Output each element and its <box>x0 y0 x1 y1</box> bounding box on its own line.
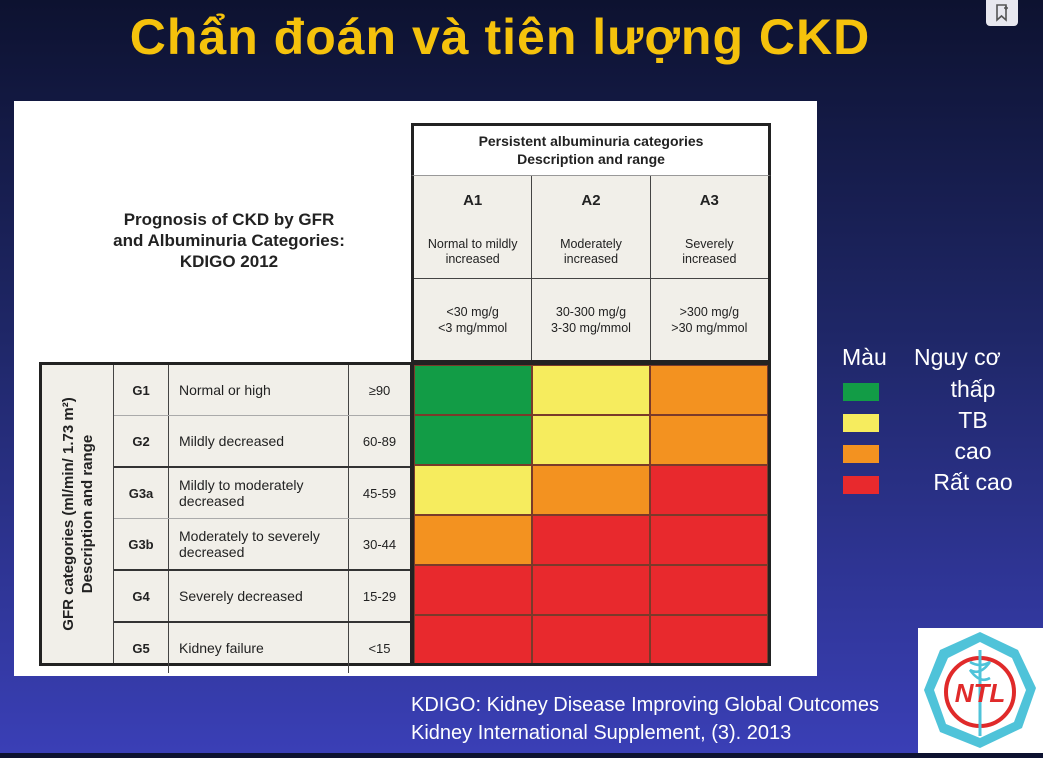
kdigo-figure: Prognosis of CKD by GFR and Albuminuria … <box>14 101 817 676</box>
gfr-desc: Kidney failure <box>169 623 349 673</box>
albuminuria-header: Persistent albuminuria categories Descri… <box>411 123 771 175</box>
caption-line: and Albuminuria Categories: <box>113 231 345 250</box>
gfr-group: G5 Kidney failure <15 <box>114 623 410 673</box>
slide-title: Chẩn đoán và tiên lượng CKD <box>129 9 871 65</box>
gfr-range: ≥90 <box>368 382 391 398</box>
albuminuria-code: A2 <box>581 192 601 209</box>
range-mmol: <3 mg/mmol <box>438 320 508 335</box>
albuminuria-col-a2: A2 Moderately increased 30-300 mg/g 3-30 … <box>532 176 651 360</box>
gfr-code: G2 <box>114 416 169 466</box>
gfr-row-g1: G1 Normal or high ≥90 <box>114 365 410 416</box>
caption-line: Prognosis of CKD by GFR <box>123 210 335 229</box>
gfr-code: G3b <box>114 519 169 569</box>
logo-text: NTL <box>955 678 1006 708</box>
credit-line-2: Kidney International Supplement, (3). 20… <box>411 722 792 744</box>
albuminuria-header-title: Persistent albuminuria categories <box>478 133 704 149</box>
albuminuria-range: 30-300 mg/g 3-30 mg/mmol <box>532 278 650 360</box>
albuminuria-header-subtitle: Description and range <box>517 151 665 167</box>
albuminuria-columns: A1 Normal to mildly increased <30 mg/g <3… <box>411 175 771 363</box>
risk-cell <box>414 615 532 663</box>
albuminuria-col-a1: A1 Normal to mildly increased <30 mg/g <3… <box>414 176 533 360</box>
gfr-range: 45-59 <box>362 485 397 501</box>
albuminuria-range: >300 mg/g >30 mg/mmol <box>650 278 768 360</box>
range-mmol: >30 mg/mmol <box>671 320 748 335</box>
risk-cell <box>650 465 768 515</box>
range-mg: 30-300 mg/g <box>555 304 627 319</box>
bookmark-add-icon[interactable] <box>986 0 1018 26</box>
risk-cell <box>532 565 650 615</box>
gfr-group: G4 Severely decreased 15-29 <box>114 571 410 623</box>
legend-label: thấp <box>950 376 996 402</box>
risk-cell <box>532 415 650 465</box>
gfr-code: G4 <box>114 571 169 621</box>
gfr-axis-label: GFR categories (ml/min/ 1.73 m²) Descrip… <box>59 369 97 659</box>
legend-swatch <box>843 414 879 432</box>
legend-swatch <box>843 445 879 463</box>
gfr-desc: Normal or high <box>169 365 349 415</box>
risk-cell <box>532 465 650 515</box>
risk-cell <box>650 615 768 663</box>
legend-label: Rất cao <box>933 469 1013 495</box>
risk-cell <box>532 365 650 415</box>
risk-cell <box>414 365 532 415</box>
range-mg: <30 mg/g <box>446 304 499 319</box>
gfr-group: G1 Normal or high ≥90 G2 Mildly decrease… <box>114 365 410 468</box>
gfr-range: 30-44 <box>362 536 397 552</box>
risk-cell <box>532 615 650 663</box>
albuminuria-desc: Normal to mildly increased <box>427 237 518 266</box>
gfr-range: 15-29 <box>362 588 397 604</box>
gfr-code: G5 <box>114 623 169 673</box>
albuminuria-desc: Severely increased <box>682 237 737 266</box>
albuminuria-range: <30 mg/g <3 mg/mmol <box>414 278 532 360</box>
legend-label: cao <box>954 438 992 464</box>
legend-label: TB <box>958 407 988 433</box>
gfr-rows: G1 Normal or high ≥90 G2 Mildly decrease… <box>114 365 410 673</box>
risk-cell <box>414 415 532 465</box>
gfr-row-g4: G4 Severely decreased 15-29 <box>114 571 410 621</box>
gfr-group: G3a Mildly to moderately decreased 45-59… <box>114 468 410 571</box>
albuminuria-desc: Moderately increased <box>560 237 622 266</box>
gfr-range: <15 <box>368 640 391 656</box>
gfr-axis: GFR categories (ml/min/ 1.73 m²) Descrip… <box>42 365 114 663</box>
risk-cell <box>414 515 532 565</box>
figure-caption: Prognosis of CKD by GFR and Albuminuria … <box>79 209 379 272</box>
gfr-row-g5: G5 Kidney failure <15 <box>114 623 410 673</box>
risk-cell <box>650 365 768 415</box>
ntl-logo: NTL <box>918 628 1043 753</box>
gfr-row-g3b: G3b Moderately to severely decreased 30-… <box>114 519 410 569</box>
gfr-desc: Mildly decreased <box>169 416 349 466</box>
risk-cell <box>650 565 768 615</box>
risk-cell <box>532 515 650 565</box>
risk-heatmap <box>411 362 771 666</box>
credit-line-1: KDIGO: Kidney Disease Improving Global O… <box>411 694 879 716</box>
gfr-desc: Mildly to moderately decreased <box>169 468 349 518</box>
risk-cell <box>650 415 768 465</box>
caption-line: KDIGO 2012 <box>179 252 279 271</box>
gfr-desc: Severely decreased <box>169 571 349 621</box>
range-mmol: 3-30 mg/mmol <box>551 320 631 335</box>
gfr-row-g2: G2 Mildly decreased 60-89 <box>114 416 410 466</box>
albuminuria-col-a3: A3 Severely increased >300 mg/g >30 mg/mm… <box>650 176 768 360</box>
gfr-code: G1 <box>114 365 169 415</box>
gfr-desc: Moderately to severely decreased <box>169 519 349 569</box>
legend-swatch <box>843 476 879 494</box>
gfr-table: GFR categories (ml/min/ 1.73 m²) Descrip… <box>39 362 413 673</box>
risk-cell <box>650 515 768 565</box>
legend-swatch <box>843 383 879 401</box>
gfr-axis-line: Description and range <box>78 434 96 594</box>
legend-color-header: Màu <box>842 344 887 370</box>
range-mg: >300 mg/g <box>679 304 740 319</box>
gfr-code: G3a <box>114 468 169 518</box>
risk-cell <box>414 565 532 615</box>
albuminuria-code: A1 <box>463 192 483 209</box>
gfr-range: 60-89 <box>362 433 397 449</box>
gfr-axis-line: GFR categories (ml/min/ 1.73 m²) <box>59 397 77 631</box>
gfr-row-g3a: G3a Mildly to moderately decreased 45-59 <box>114 468 410 519</box>
legend-risk-header: Nguy cơ <box>914 344 1001 370</box>
risk-cell <box>414 465 532 515</box>
albuminuria-code: A3 <box>699 192 719 209</box>
